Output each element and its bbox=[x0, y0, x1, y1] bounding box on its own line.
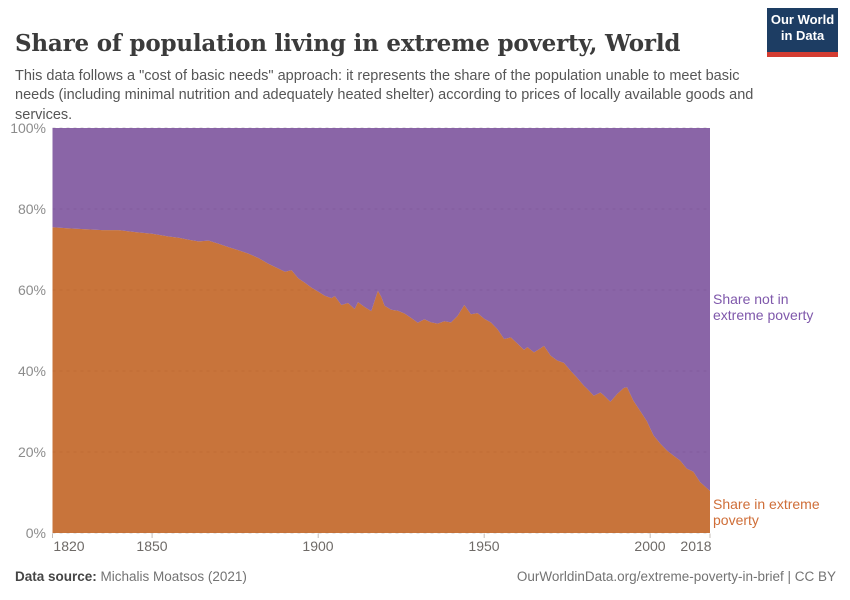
y-axis-label-40: 40% bbox=[17, 363, 46, 379]
x-axis-label-1900: 1900 bbox=[302, 538, 334, 554]
series-label-share-not-in-extreme-poverty: Share not in extreme poverty bbox=[713, 291, 814, 323]
x-axis-label-1820: 1820 bbox=[53, 538, 85, 554]
area-share-in-extreme-poverty bbox=[52, 227, 710, 533]
credit-link[interactable]: OurWorldinData.org/extreme-poverty-in-br… bbox=[516, 569, 836, 584]
y-axis-label-80: 80% bbox=[17, 201, 46, 217]
data-source-value: Michalis Moatsos (2021) bbox=[100, 569, 247, 584]
page-title: Share of population living in extreme po… bbox=[15, 30, 681, 58]
x-axis-label-2000: 2000 bbox=[634, 538, 666, 554]
chart-subtitle: This data follows a "cost of basic needs… bbox=[15, 67, 754, 123]
y-axis-label-100: 100% bbox=[10, 120, 46, 136]
y-axis-label-0: 0% bbox=[25, 525, 46, 541]
series-label-share-in-extreme-poverty: Share in extreme poverty bbox=[713, 496, 820, 528]
x-axis-label-1850: 1850 bbox=[136, 538, 168, 554]
owid-logo[interactable]: Our World in Data bbox=[767, 8, 838, 57]
owid-logo-line2: in Data bbox=[780, 28, 825, 43]
data-source-note: Data source: Michalis Moatsos (2021) bbox=[15, 569, 247, 584]
y-axis-label-60: 60% bbox=[17, 282, 46, 298]
y-axis-label-20: 20% bbox=[17, 444, 46, 460]
x-axis-label-1950: 1950 bbox=[468, 538, 500, 554]
area-share-not-in-extreme-poverty bbox=[52, 128, 710, 491]
x-axis-label-2018: 2018 bbox=[680, 538, 712, 554]
data-source-label: Data source: bbox=[15, 569, 97, 584]
owid-logo-line1: Our World bbox=[770, 12, 835, 27]
